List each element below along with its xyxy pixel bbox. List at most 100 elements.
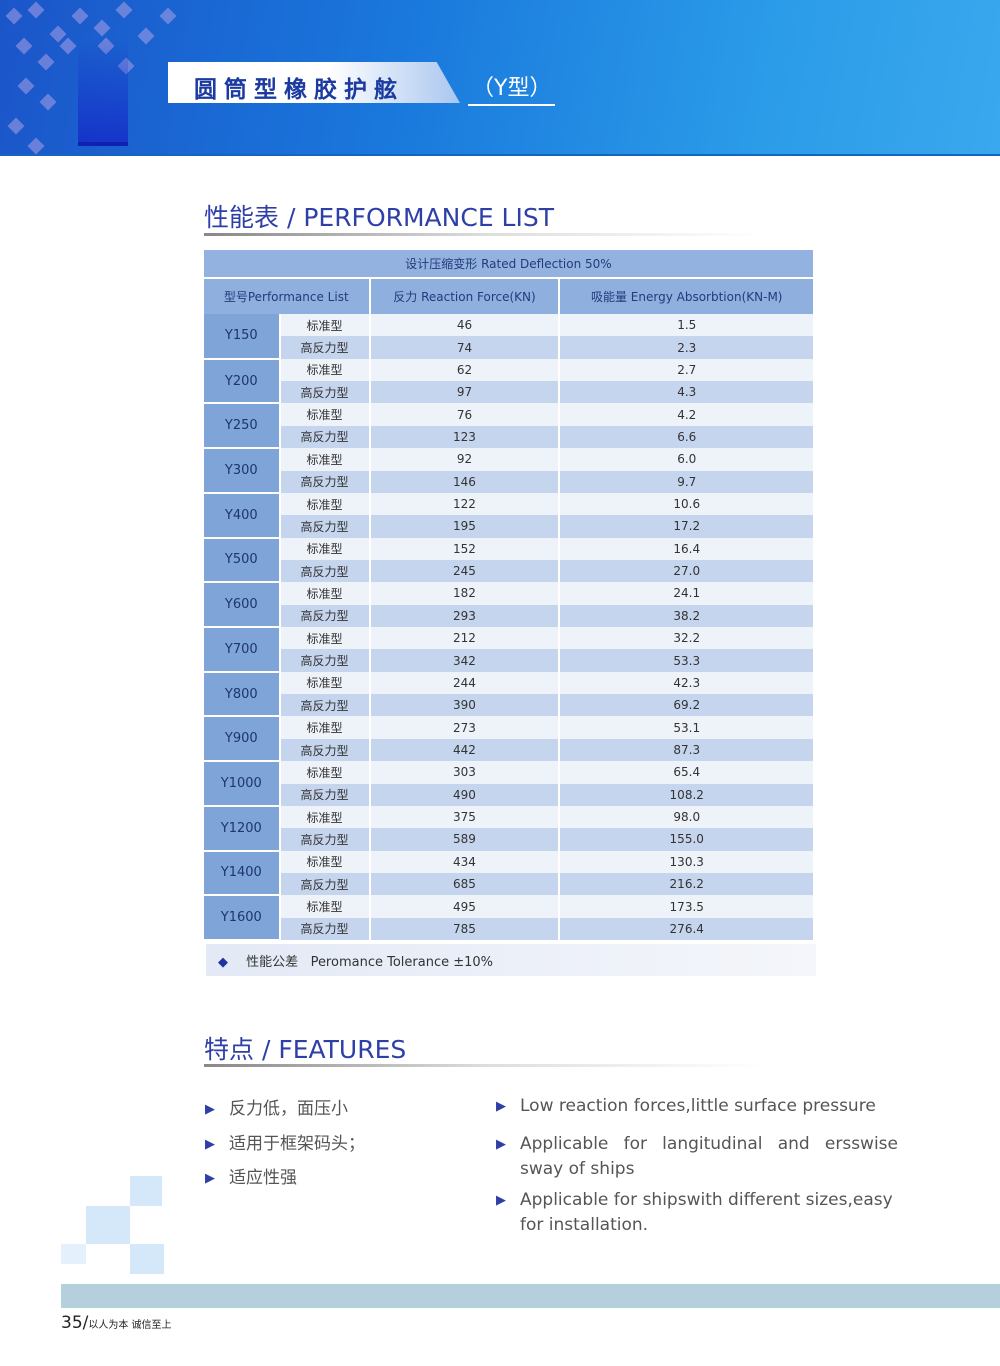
- type-cell: 高反力型: [279, 783, 371, 806]
- decorative-diamond: [137, 27, 155, 45]
- feature-cn-3: ▶ 适应性强: [205, 1166, 297, 1191]
- force-cell: 76: [369, 403, 561, 426]
- force-cell: 92: [369, 448, 561, 471]
- energy-cell: 87.3: [559, 738, 815, 762]
- energy-cell: 108.2: [559, 783, 815, 806]
- model-cell: Y400: [204, 492, 281, 539]
- decorative-diamond: [71, 7, 89, 25]
- force-cell: 390: [369, 694, 561, 717]
- table-row: Y150 标准型 46 1.5: [204, 314, 815, 360]
- type-cell: 标准型: [279, 716, 371, 739]
- energy-cell: 98.0: [559, 805, 815, 829]
- type-cell: 高反力型: [279, 336, 371, 359]
- performance-section-title: 性能表 / PERFORMANCE LIST: [204, 203, 555, 232]
- decorative-diamond: [159, 7, 177, 25]
- energy-cell: 6.6: [559, 425, 815, 449]
- table-row: 高反力型 245 27.0: [204, 559, 815, 583]
- energy-cell: 27.0: [559, 559, 815, 583]
- page-number: 35/: [61, 1313, 89, 1333]
- decorative-diamond: [15, 37, 33, 55]
- table-row: 高反力型 490 108.2: [204, 783, 815, 806]
- table-row: 高反力型 123 6.6: [204, 425, 815, 449]
- type-cell: 高反力型: [279, 381, 371, 404]
- table-row: Y1600 标准型 495 173.5: [204, 895, 815, 942]
- force-cell: 182: [369, 582, 561, 605]
- energy-cell: 16.4: [559, 537, 815, 560]
- table-row: Y200 标准型 62 2.7: [204, 358, 815, 405]
- decorative-bar: [78, 40, 128, 146]
- force-cell: 146: [369, 470, 561, 493]
- column-header-force: 反力 Reaction Force(KN): [369, 278, 561, 314]
- type-cell: 高反力型: [279, 738, 371, 762]
- table-row: Y250 标准型 76 4.2: [204, 403, 815, 450]
- type-cell: 标准型: [279, 403, 371, 426]
- type-cell: 高反力型: [279, 425, 371, 449]
- energy-cell: 42.3: [559, 671, 815, 695]
- type-cell: 高反力型: [279, 559, 371, 583]
- triangle-icon: ▶: [205, 1171, 215, 1186]
- force-cell: 589: [369, 828, 561, 851]
- energy-cell: 53.3: [559, 649, 815, 672]
- type-cell: 高反力型: [279, 470, 371, 493]
- force-cell: 442: [369, 738, 561, 762]
- decorative-diamond: [27, 137, 45, 155]
- decorative-diamond: [115, 1, 133, 19]
- divider: [204, 233, 764, 236]
- force-cell: 62: [369, 358, 561, 382]
- footer-slogan: 以人为本 诚信至上: [88, 1320, 172, 1331]
- feature-en-1: ▶ Low reaction forces,little surface pres…: [496, 1094, 900, 1119]
- energy-cell: 2.3: [559, 336, 815, 359]
- triangle-icon: ▶: [205, 1102, 215, 1117]
- model-cell: Y700: [204, 627, 281, 673]
- model-cell: Y1600: [204, 895, 281, 942]
- force-cell: 303: [369, 761, 561, 784]
- energy-cell: 130.3: [559, 850, 815, 873]
- energy-cell: 173.5: [559, 895, 815, 918]
- type-cell: 标准型: [279, 314, 371, 337]
- tolerance-label-en: Peromance Tolerance ±10%: [310, 955, 494, 970]
- force-cell: 122: [369, 492, 561, 516]
- energy-cell: 65.4: [559, 761, 815, 784]
- triangle-icon: ▶: [205, 1137, 215, 1152]
- type-cell: 标准型: [279, 671, 371, 695]
- force-cell: 785: [369, 917, 561, 941]
- table-row: 高反力型 390 69.2: [204, 694, 815, 717]
- footer: 35/以人为本 诚信至上: [61, 1313, 172, 1333]
- model-cell: Y800: [204, 671, 281, 718]
- type-cell: 标准型: [279, 895, 371, 918]
- type-cell: 标准型: [279, 850, 371, 873]
- model-cell: Y1400: [204, 850, 281, 897]
- model-cell: Y150: [204, 314, 281, 360]
- table-row: Y900 标准型 273 53.1: [204, 716, 815, 763]
- table-row: Y400 标准型 122 10.6: [204, 492, 815, 539]
- table-row: Y800 标准型 244 42.3: [204, 671, 815, 718]
- energy-cell: 9.7: [559, 470, 815, 493]
- performance-table: 设计压缩变形 Rated Deflection 50% 型号Performanc…: [204, 250, 815, 942]
- force-cell: 244: [369, 671, 561, 695]
- energy-cell: 155.0: [559, 828, 815, 851]
- force-cell: 245: [369, 559, 561, 583]
- model-cell: Y900: [204, 716, 281, 763]
- force-cell: 293: [369, 604, 561, 628]
- energy-cell: 32.2: [559, 627, 815, 650]
- features-section-title: 特点 / FEATURES: [204, 1035, 407, 1064]
- column-header-energy: 吸能量 Energy Absorbtion(KN-M): [559, 278, 815, 314]
- feature-cn-1: ▶ 反力低，面压小: [205, 1097, 348, 1122]
- type-cell: 高反力型: [279, 515, 371, 538]
- decorative-diamond: [5, 7, 23, 25]
- table-row: 高反力型 74 2.3: [204, 336, 815, 359]
- decorative-square: [86, 1206, 130, 1244]
- title-box: [168, 62, 460, 103]
- type-cell: 标准型: [279, 537, 371, 560]
- decorative-diamond: [59, 37, 77, 55]
- model-cell: Y200: [204, 358, 281, 405]
- type-cell: 标准型: [279, 627, 371, 650]
- force-cell: 195: [369, 515, 561, 538]
- diamond-icon: ◆: [218, 955, 228, 970]
- force-cell: 375: [369, 805, 561, 829]
- table-row: 高反力型 293 38.2: [204, 604, 815, 628]
- model-cell: Y300: [204, 448, 281, 494]
- triangle-icon: ▶: [496, 1099, 506, 1114]
- type-cell: 高反力型: [279, 828, 371, 851]
- model-cell: Y500: [204, 537, 281, 584]
